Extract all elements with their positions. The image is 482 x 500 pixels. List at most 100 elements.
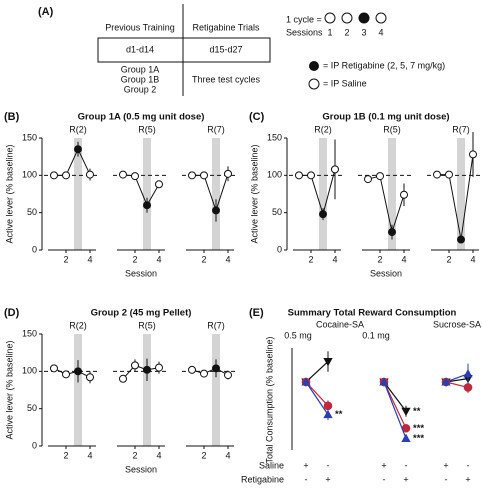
cycle-circle xyxy=(341,12,353,24)
highlight-band xyxy=(143,138,151,250)
data-point xyxy=(212,206,220,215)
table-header: Previous Training xyxy=(105,22,175,32)
x-tick-label: 2 xyxy=(308,254,313,264)
data-point xyxy=(131,172,139,181)
panel-label: (C) xyxy=(249,111,265,123)
x-tick-label: 2 xyxy=(132,450,137,460)
table-cell: d1-d14 xyxy=(126,44,154,54)
data-point xyxy=(401,433,411,442)
table-cell: d15-d27 xyxy=(209,44,242,54)
row-mark: - xyxy=(383,474,386,484)
data-point xyxy=(200,171,208,180)
cycle-circle xyxy=(324,12,336,24)
significance: *** xyxy=(413,433,424,444)
data-line xyxy=(122,364,160,380)
group-header: Sucrose-SA xyxy=(433,319,481,329)
legend-open xyxy=(308,78,320,90)
data-line xyxy=(299,169,336,216)
x-tick-label: 4 xyxy=(156,254,161,264)
session-number: 1 xyxy=(327,27,332,37)
x-tick-label: 4 xyxy=(470,254,475,264)
highlight-band xyxy=(143,334,151,446)
data-point xyxy=(295,171,303,180)
data-line xyxy=(53,367,91,378)
panel-title: Group 1B (0.1 mg unit dose) xyxy=(322,112,449,123)
x-axis-label: Session xyxy=(125,464,157,474)
panel-title: Group 2 (45 mg Pellet) xyxy=(91,308,192,319)
data-point xyxy=(331,165,339,174)
data-line xyxy=(383,381,407,439)
y-tick-label: 100 xyxy=(22,366,37,376)
data-point xyxy=(323,409,333,419)
row-mark: - xyxy=(327,460,330,470)
y-tick-label: 0 xyxy=(32,244,37,254)
y-tick-label: 0 xyxy=(32,440,37,450)
data-point xyxy=(143,365,151,374)
data-point xyxy=(188,365,196,374)
panel-label: (E) xyxy=(249,307,264,319)
y-tick-label: 50 xyxy=(27,403,37,413)
data-point xyxy=(119,374,127,383)
row-mark: - xyxy=(405,460,408,470)
y-axis-label: Total Consumption (% baseline) xyxy=(264,336,274,463)
data-line xyxy=(305,381,329,407)
data-point xyxy=(301,377,311,386)
subplot-title: R(5) xyxy=(383,124,401,134)
row-mark: + xyxy=(465,474,470,484)
data-point xyxy=(307,171,315,180)
data-point xyxy=(376,172,384,181)
group-name: Group 2 xyxy=(124,84,157,94)
y-axis-label: Active lever (% baseline) xyxy=(249,144,259,243)
data-point xyxy=(379,377,389,386)
data-point xyxy=(50,364,58,373)
cycle-label: 1 cycle = xyxy=(286,14,322,24)
data-point xyxy=(212,364,220,373)
x-tick-label: 2 xyxy=(63,450,68,460)
subplot-title: R(7) xyxy=(452,124,470,134)
panel-title: Summary Total Reward Consumption xyxy=(288,308,457,319)
data-line xyxy=(445,373,469,383)
data-point xyxy=(155,180,163,189)
cycle-circle xyxy=(375,12,387,24)
highlight-band xyxy=(457,138,465,250)
panel-label: (D) xyxy=(4,307,20,319)
highlight-band xyxy=(212,138,220,250)
row-label: Saline xyxy=(259,460,284,470)
subplot-title: R(2) xyxy=(69,320,87,330)
data-point xyxy=(323,401,333,411)
data-line xyxy=(367,175,405,235)
x-tick-label: 2 xyxy=(377,254,382,264)
row-mark: + xyxy=(403,474,408,484)
y-tick-label: 100 xyxy=(22,170,37,180)
highlight-band xyxy=(388,138,396,250)
data-point xyxy=(62,370,70,379)
group-label: 0.1 mg xyxy=(362,330,390,340)
group-name: Group 1B xyxy=(121,74,160,84)
data-point xyxy=(463,369,473,378)
subplot-title: R(5) xyxy=(138,124,156,134)
panel-label: (B) xyxy=(4,111,20,123)
row-mark: - xyxy=(445,474,448,484)
data-point xyxy=(388,228,396,237)
subplot-title: R(7) xyxy=(207,124,225,134)
data-point xyxy=(364,175,372,184)
highlight-band xyxy=(212,334,220,446)
session-number: 2 xyxy=(344,27,349,37)
subplot-title: R(2) xyxy=(69,124,87,134)
significance: ** xyxy=(413,406,421,417)
data-line xyxy=(383,381,407,429)
highlight-band xyxy=(74,138,82,250)
significance: *** xyxy=(413,423,424,434)
data-point xyxy=(433,170,441,179)
legend-text: = IP Retigabine (2, 5, 7 mg/kg) xyxy=(323,60,445,70)
x-tick-label: 4 xyxy=(87,254,92,264)
group-name: Group 1A xyxy=(121,64,160,74)
table-header: Retigabine Trials xyxy=(192,22,260,32)
x-axis-label: Session xyxy=(370,268,402,278)
y-tick-label: 0 xyxy=(277,244,282,254)
row-mark: - xyxy=(467,460,470,470)
y-axis-label: Active lever (% baseline) xyxy=(4,340,14,439)
data-line xyxy=(192,173,229,213)
x-tick-label: 2 xyxy=(63,254,68,264)
